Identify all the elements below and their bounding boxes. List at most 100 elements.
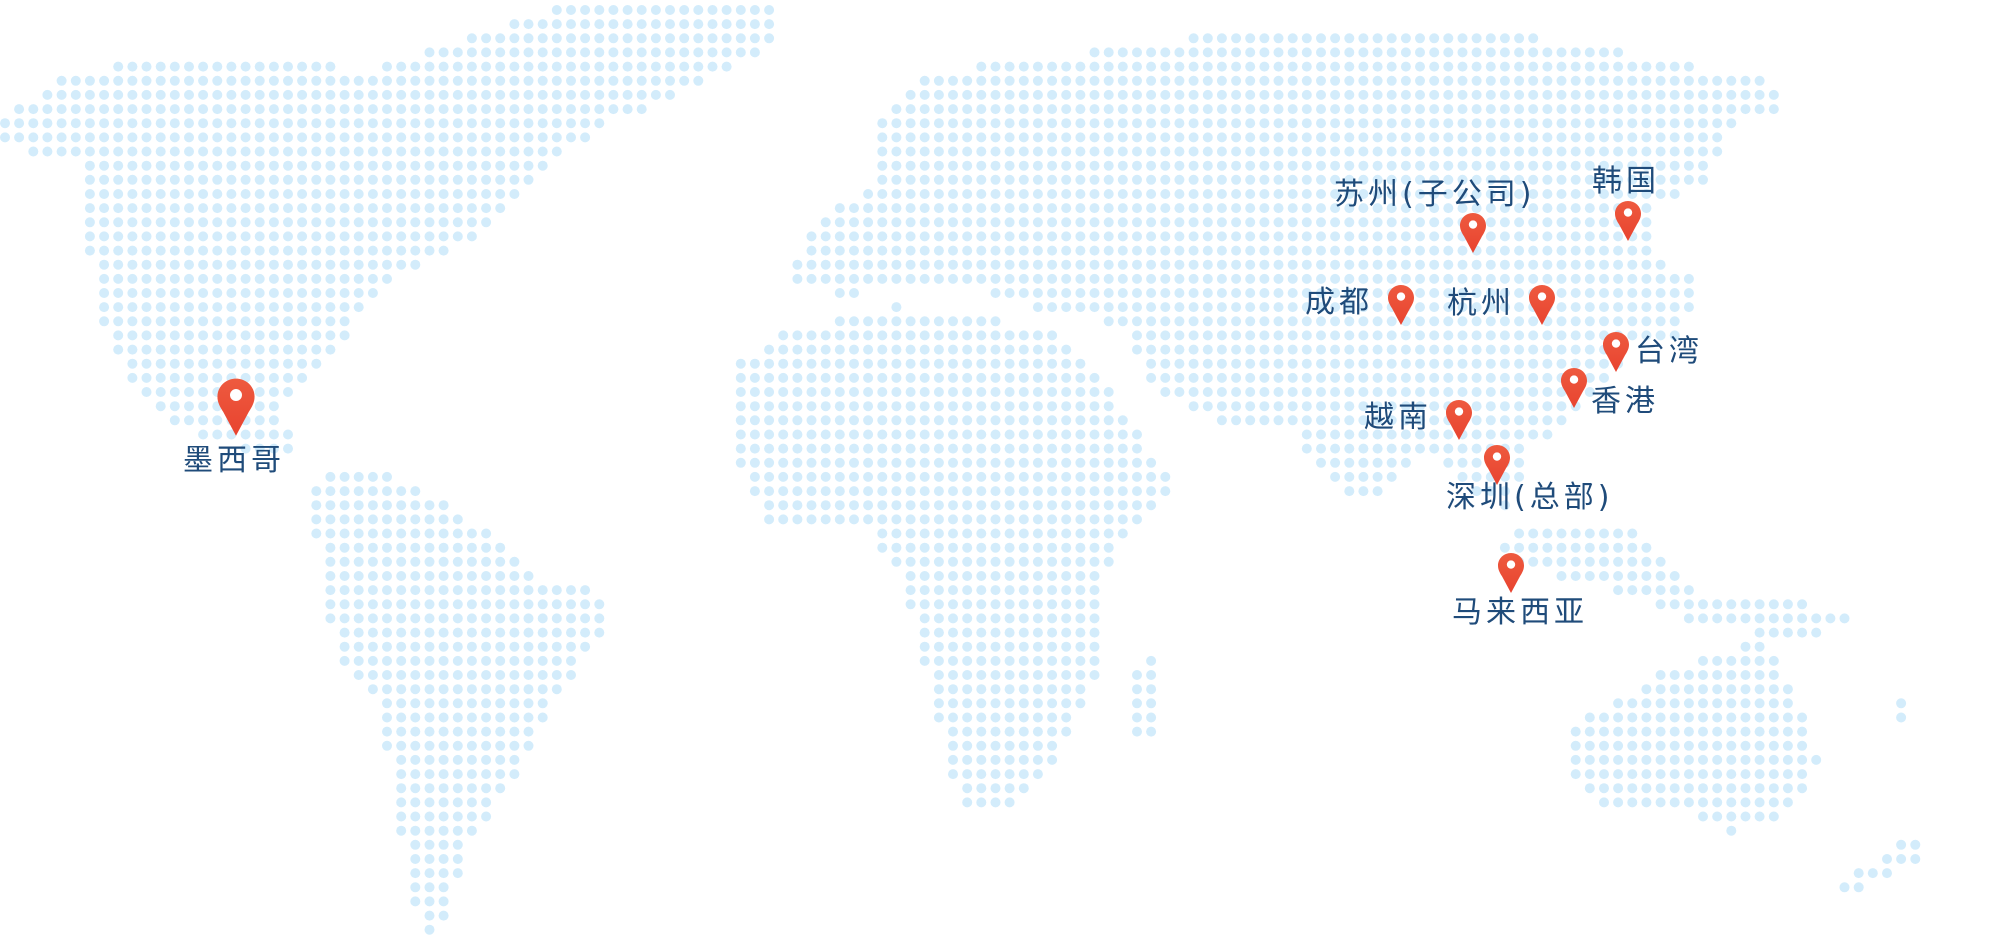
- map-dot: [1358, 387, 1369, 397]
- map-dot: [452, 698, 463, 709]
- map-dot: [325, 316, 336, 327]
- map-dot: [1386, 330, 1397, 341]
- map-dot: [1287, 245, 1298, 256]
- map-pin-icon-malaysia[interactable]: [1497, 552, 1525, 594]
- map-dot: [962, 443, 973, 454]
- map-dot: [976, 75, 987, 86]
- map-dot: [1556, 302, 1567, 313]
- map-dot: [1599, 146, 1609, 157]
- map-dot: [1669, 698, 1680, 709]
- map-pin-icon-hongkong[interactable]: [1560, 367, 1588, 409]
- map-dot: [1316, 372, 1326, 383]
- map-dot: [481, 797, 492, 808]
- map-dot: [1910, 839, 1921, 850]
- map-dot: [1457, 330, 1468, 341]
- map-dot: [1047, 684, 1058, 695]
- map-dot: [1075, 75, 1086, 86]
- map-dot: [1216, 387, 1227, 397]
- map-dot: [1669, 174, 1680, 185]
- map-dot: [169, 75, 180, 86]
- map-dot: [1627, 797, 1638, 808]
- map-dot: [283, 75, 293, 86]
- map-pin-icon-taiwan[interactable]: [1602, 331, 1630, 373]
- map-dot: [184, 160, 194, 171]
- map-dot: [1556, 47, 1567, 58]
- map-dot: [1429, 245, 1440, 256]
- map-dot: [1174, 174, 1185, 185]
- map-dot: [1117, 189, 1128, 199]
- map-dot: [1160, 189, 1171, 199]
- map-dot: [1018, 783, 1029, 794]
- map-dot: [1485, 401, 1496, 412]
- map-pin-icon-shenzhen[interactable]: [1483, 444, 1511, 486]
- map-dot: [976, 330, 987, 341]
- map-dot: [1344, 146, 1355, 157]
- map-dot: [891, 132, 902, 143]
- map-dot: [396, 599, 407, 610]
- map-dot: [1075, 585, 1086, 596]
- map-dot: [1132, 189, 1142, 199]
- map-dot: [1089, 443, 1100, 454]
- map-dot: [311, 89, 322, 100]
- map-pin-icon-chengdu[interactable]: [1387, 284, 1415, 326]
- map-dot: [1641, 245, 1652, 256]
- map-dot: [1004, 655, 1015, 666]
- map-dot: [339, 542, 350, 553]
- map-dot: [1075, 217, 1086, 228]
- map-dot: [1542, 61, 1553, 72]
- map-dot: [1316, 75, 1326, 86]
- map-dot: [1132, 118, 1142, 129]
- map-dot: [141, 344, 152, 355]
- map-dot: [1358, 189, 1369, 199]
- map-dot: [1712, 613, 1723, 624]
- map-dot: [1202, 401, 1213, 412]
- map-pin-icon-hangzhou[interactable]: [1528, 284, 1556, 326]
- map-dot: [339, 75, 350, 86]
- map-dot: [113, 104, 124, 115]
- map-dot: [127, 160, 138, 171]
- map-dot: [410, 868, 421, 879]
- map-dot: [962, 670, 973, 680]
- map-dot: [990, 217, 1001, 228]
- map-dot: [1641, 585, 1652, 596]
- map-dot: [1683, 585, 1694, 596]
- map-dot: [1669, 585, 1680, 596]
- map-pin-icon-vietnam[interactable]: [1445, 399, 1473, 441]
- map-dot: [1768, 670, 1779, 680]
- map-dot: [948, 627, 958, 638]
- map-pin-icon-mexico[interactable]: [215, 377, 257, 437]
- map-pin-icon-korea[interactable]: [1614, 200, 1642, 242]
- map-pin-icon-suzhou[interactable]: [1459, 212, 1487, 254]
- map-dot: [1386, 118, 1397, 129]
- map-dot: [396, 783, 407, 794]
- map-dot: [1514, 415, 1525, 426]
- map-dot: [353, 613, 364, 624]
- map-dot: [1032, 387, 1043, 397]
- map-dot: [438, 670, 449, 680]
- map-dot: [1301, 132, 1312, 143]
- map-dot: [396, 174, 407, 185]
- map-dot: [948, 217, 958, 228]
- map-dot: [1457, 344, 1468, 355]
- map-dot: [1259, 61, 1270, 72]
- map-dot: [566, 670, 576, 680]
- map-dot: [1287, 401, 1298, 412]
- map-dot: [240, 217, 251, 228]
- map-dot: [1188, 358, 1199, 369]
- map-dot: [877, 358, 888, 369]
- map-dot: [905, 89, 916, 100]
- map-dot: [1273, 401, 1284, 412]
- map-dot: [1146, 726, 1157, 737]
- map-dot: [948, 613, 958, 624]
- map-dot: [1188, 259, 1199, 270]
- map-dot: [509, 132, 520, 143]
- map-dot: [1330, 372, 1341, 383]
- map-dot: [452, 740, 463, 751]
- map-dot: [410, 684, 421, 695]
- map-dot: [339, 585, 350, 596]
- map-dot: [481, 585, 492, 596]
- map-dot: [622, 61, 633, 72]
- map-dot: [297, 203, 308, 214]
- map-dot: [1004, 556, 1015, 567]
- map-dot: [1146, 330, 1157, 341]
